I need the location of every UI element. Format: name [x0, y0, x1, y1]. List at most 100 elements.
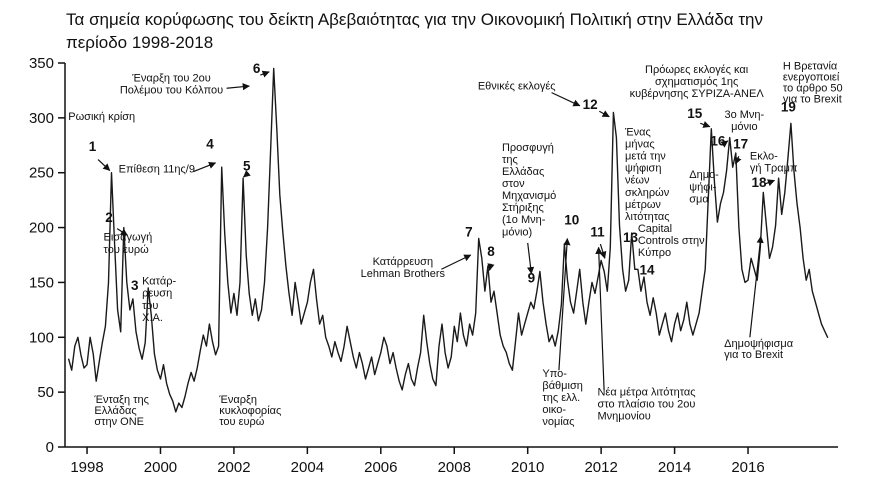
annotation-label: Μηχανισμό [502, 190, 556, 202]
y-tick-label: 0 [46, 439, 54, 456]
annotation-arrow [734, 155, 742, 165]
annotation-label: Στήριξης [502, 202, 544, 214]
annotation-label: Προσφυγή [502, 142, 554, 154]
x-tick-label: 2002 [217, 459, 250, 476]
annotation-label: Υπο- [542, 368, 567, 380]
annotation-label: Controls στην [638, 235, 705, 247]
x-tick-label: 2006 [364, 459, 397, 476]
annotation-arrow [765, 179, 776, 186]
annotation-label: Ένταξη της [93, 394, 149, 406]
annotation-arrow [599, 243, 607, 259]
annotation-label: Χ.Α. [142, 312, 163, 324]
annotation-number: 19 [781, 99, 796, 114]
annotation-number: 3 [131, 278, 139, 293]
annotation-label: νέων [625, 175, 650, 187]
epu-series-line [67, 67, 829, 413]
annotation-label: Επίθεση 11ης/9 [119, 164, 195, 176]
annotation-label: σμα [689, 193, 709, 205]
x-tick-label: 2010 [511, 459, 544, 476]
y-tick-label: 250 [29, 165, 54, 182]
annotation-label: σχηματισμός 1ης [655, 76, 738, 88]
annotation-label: Capital [638, 223, 672, 235]
annotation-label: του [142, 300, 158, 312]
annotation-label: Δημο- [689, 169, 719, 181]
annotation-label: Πολέμου του Κόλπου [120, 85, 223, 97]
annotation-label: μόνιο) [502, 226, 532, 238]
annotation-arrow [551, 91, 581, 107]
annotation-label: για το Brexit [783, 93, 842, 105]
annotation-label: (1ο Μνη- [502, 214, 546, 226]
annotation-label: 3ο Μνη- [724, 109, 764, 121]
annotation-label: Νέα μέτρα λιτότητας [597, 386, 695, 398]
annotation-label: μόνιο [731, 121, 758, 133]
annotation-label: βάθμιση [542, 380, 583, 392]
annotation-label: οικο- [542, 404, 566, 416]
y-tick-label: 350 [29, 55, 54, 72]
annotation-arrow [527, 242, 535, 275]
annotation-arrow [558, 237, 571, 371]
annotation-label: Δημοψήφισμα [724, 338, 794, 350]
annotation-number: 18 [752, 175, 768, 190]
annotation-number: 12 [583, 97, 598, 112]
annotation-label: Κατάρρευση [373, 256, 433, 268]
annotation-number: 1 [89, 139, 97, 154]
annotation-label: στο πλαίσιο του 2ου [597, 398, 695, 410]
annotation-arrow [226, 82, 250, 91]
annotation-label: Ελλάδας [502, 166, 544, 178]
annotation-label: Ένας [624, 126, 651, 138]
annotation-arrow [260, 70, 270, 78]
annotation-arrow [193, 161, 217, 173]
annotation-label: Πρόωρες εκλογές και [645, 64, 749, 76]
annotation-label: Η Βρετανία [783, 60, 838, 72]
annotation-number: 5 [243, 158, 251, 173]
annotation-label: στον [502, 178, 525, 190]
annotation-number: 8 [487, 244, 495, 259]
annotation-number: 6 [253, 61, 261, 76]
annotation-label: λιτότητας [625, 211, 670, 223]
annotation-label: το άρθρο 50 [783, 82, 843, 94]
annotation-arrow [700, 120, 711, 128]
annotation-label: Μνημονίου [597, 410, 650, 422]
annotation-arrow [441, 254, 472, 270]
annotation-number: 10 [564, 212, 579, 227]
annotation-number: 2 [105, 210, 113, 225]
annotation-label: Εισαγωγή [104, 232, 153, 244]
annotation-label: Έναρξη του 2ου [131, 73, 210, 85]
annotation-label: του ευρώ [104, 244, 150, 256]
annotation-label: Εκλο- [750, 150, 778, 162]
annotation-label: Κατάρ- [142, 275, 176, 287]
annotation-number: 9 [528, 270, 536, 285]
x-tick-label: 2004 [291, 459, 324, 476]
annotation-label: στην ΟΝΕ [94, 416, 144, 428]
annotation-label: της ελλ. [542, 392, 580, 404]
annotation-label: νομίας [542, 416, 574, 428]
annotation-label: μέτρων [625, 199, 661, 211]
annotation-number: 16 [710, 133, 726, 148]
x-tick-label: 2012 [584, 459, 617, 476]
chart-title: Τα σημεία κορύφωσης του δείκτη Αβεβαιότη… [66, 10, 763, 52]
annotation-label: Ελλάδας [94, 405, 136, 417]
annotation-number: 13 [623, 230, 639, 245]
annotation-label: Lehman Brothers [361, 268, 446, 280]
annotation-arrow [116, 228, 128, 236]
annotation-arrow [720, 140, 729, 148]
annotation-label: κυβέρνησης ΣΥΡΙΖΑ-ΑΝΕΛ [630, 88, 765, 100]
annotation-label: γή Τραμπ [750, 162, 798, 174]
annotation-label: της [502, 154, 518, 166]
annotation-label: για το Brexit [724, 349, 783, 361]
x-tick-label: 2000 [144, 459, 177, 476]
annotation-label: Ρωσική κρίση [68, 111, 135, 123]
annotation-arrow [595, 246, 605, 390]
annotation-arrow [749, 235, 764, 338]
annotation-number: 11 [590, 224, 605, 239]
x-tick-label: 2008 [438, 459, 471, 476]
annotation-label: μήνας [625, 138, 655, 150]
annotation-label: μετά την [625, 150, 666, 162]
annotation-label: Έναρξη [218, 394, 257, 406]
annotation-label: σκληρών [625, 187, 670, 199]
annotation-label: Κύπρο [638, 247, 671, 259]
x-tick-label: 2014 [658, 459, 691, 476]
annotation-label: ρευση [142, 288, 172, 300]
